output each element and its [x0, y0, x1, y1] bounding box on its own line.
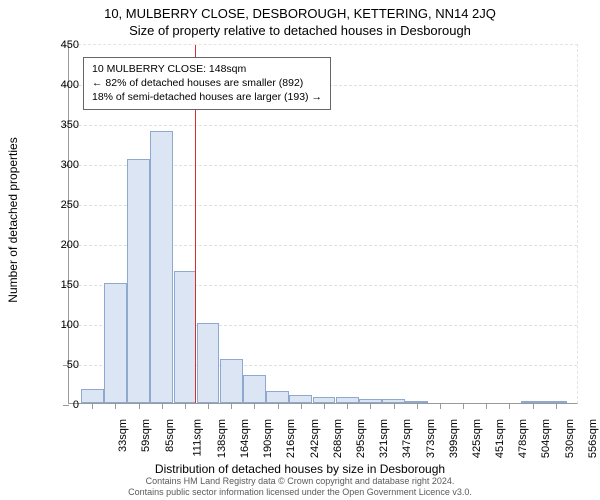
y-axis-title: Number of detached properties [6, 137, 20, 302]
x-tick-label: 347sqm [402, 419, 414, 458]
annotation-line: ← 82% of detached houses are smaller (89… [92, 76, 322, 90]
x-tick-label: 321sqm [378, 419, 390, 458]
histogram-bar [289, 395, 312, 403]
y-tick-label: 450 [49, 39, 79, 51]
y-tick-label: 250 [49, 199, 79, 211]
plot-area: 05010015020025030035040045033sqm59sqm85s… [68, 44, 578, 404]
x-tick-label: 295sqm [355, 419, 367, 458]
x-tick [92, 403, 93, 409]
x-tick-label: 33sqm [117, 419, 129, 452]
footer-line: Contains HM Land Registry data © Crown c… [0, 476, 600, 487]
x-tick [370, 403, 371, 409]
x-tick [463, 403, 464, 409]
x-tick [417, 403, 418, 409]
x-tick-label: 190sqm [262, 419, 274, 458]
x-tick-label: 556sqm [587, 419, 599, 458]
x-tick [394, 403, 395, 409]
annotation-line: 10 MULBERRY CLOSE: 148sqm [92, 62, 322, 76]
x-tick [278, 403, 279, 409]
x-tick [185, 403, 186, 409]
x-tick [254, 403, 255, 409]
histogram-bar [197, 323, 220, 403]
x-tick-label: 59sqm [140, 419, 152, 452]
x-tick [440, 403, 441, 409]
histogram-bar [174, 271, 197, 403]
y-tick-label: 400 [49, 79, 79, 91]
x-tick-label: 242sqm [309, 419, 321, 458]
x-tick-label: 373sqm [425, 419, 437, 458]
x-axis-title: Distribution of detached houses by size … [0, 462, 600, 476]
y-tick-label: 200 [49, 239, 79, 251]
histogram-bar [220, 359, 243, 403]
annotation-box: 10 MULBERRY CLOSE: 148sqm ← 82% of detac… [83, 57, 331, 110]
x-tick [231, 403, 232, 409]
chart-title: 10, MULBERRY CLOSE, DESBOROUGH, KETTERIN… [0, 6, 600, 21]
histogram-bar [104, 283, 127, 403]
gridline [69, 125, 577, 126]
x-tick-label: 164sqm [239, 419, 251, 458]
x-tick [301, 403, 302, 409]
chart-title-block: 10, MULBERRY CLOSE, DESBOROUGH, KETTERIN… [0, 0, 600, 38]
annotation-line: 18% of semi-detached houses are larger (… [92, 90, 322, 104]
x-tick [347, 403, 348, 409]
y-tick-label: 50 [49, 359, 79, 371]
footer-line: Contains public sector information licen… [0, 487, 600, 498]
x-tick-label: 399sqm [448, 419, 460, 458]
x-tick-label: 451sqm [494, 419, 506, 458]
x-tick [533, 403, 534, 409]
histogram-bar [150, 131, 173, 403]
x-tick-label: 478sqm [517, 419, 529, 458]
y-tick-label: 0 [49, 399, 79, 411]
y-tick-label: 150 [49, 279, 79, 291]
y-tick-label: 100 [49, 319, 79, 331]
x-tick-label: 85sqm [164, 419, 176, 452]
x-tick-label: 216sqm [286, 419, 298, 458]
x-tick [556, 403, 557, 409]
x-tick-label: 425sqm [471, 419, 483, 458]
y-tick-label: 350 [49, 119, 79, 131]
x-tick-label: 530sqm [564, 419, 576, 458]
histogram-bar [243, 375, 266, 403]
x-tick [115, 403, 116, 409]
histogram-bar [127, 159, 150, 403]
x-tick [139, 403, 140, 409]
y-tick-label: 300 [49, 159, 79, 171]
histogram-bar [81, 389, 104, 403]
x-tick [208, 403, 209, 409]
x-tick [162, 403, 163, 409]
chart-subtitle: Size of property relative to detached ho… [0, 23, 600, 38]
histogram-bar [266, 391, 289, 403]
x-tick-label: 504sqm [541, 419, 553, 458]
x-tick-label: 268sqm [332, 419, 344, 458]
x-tick [509, 403, 510, 409]
x-tick-label: 138sqm [216, 419, 228, 458]
chart-area: 05010015020025030035040045033sqm59sqm85s… [50, 44, 580, 439]
x-tick [486, 403, 487, 409]
x-tick-label: 111sqm [191, 419, 203, 457]
x-tick [324, 403, 325, 409]
footer-attribution: Contains HM Land Registry data © Crown c… [0, 476, 600, 498]
